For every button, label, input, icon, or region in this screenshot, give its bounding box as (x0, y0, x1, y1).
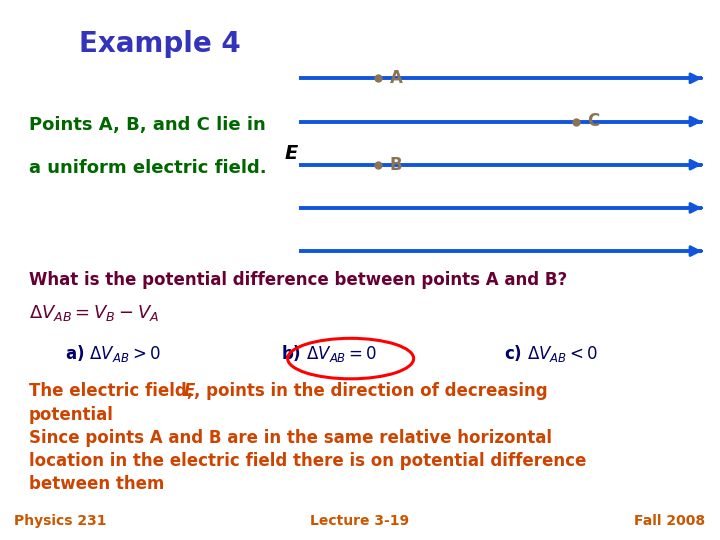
Text: Lecture 3-19: Lecture 3-19 (310, 514, 410, 528)
Text: Fall 2008: Fall 2008 (634, 514, 706, 528)
Text: c) $\Delta V_{AB} < 0$: c) $\Delta V_{AB} < 0$ (504, 343, 598, 364)
Text: location in the electric field there is on potential difference: location in the electric field there is … (29, 452, 586, 470)
Text: potential: potential (29, 406, 114, 424)
Text: E: E (184, 382, 195, 400)
Text: What is the potential difference between points A and B?: What is the potential difference between… (29, 271, 567, 289)
Text: Example 4: Example 4 (79, 30, 241, 58)
Text: Since points A and B are in the same relative horizontal: Since points A and B are in the same rel… (29, 429, 552, 447)
Text: $\Delta V_{AB} = V_B - V_A$: $\Delta V_{AB} = V_B - V_A$ (29, 303, 159, 323)
Text: between them: between them (29, 475, 164, 492)
Text: The electric field,: The electric field, (29, 382, 199, 400)
Text: C: C (588, 112, 600, 131)
Text: a uniform electric field.: a uniform electric field. (29, 159, 266, 177)
Text: Physics 231: Physics 231 (14, 514, 107, 528)
Text: A: A (390, 69, 402, 87)
Text: a) $\Delta V_{AB} > 0$: a) $\Delta V_{AB} > 0$ (65, 343, 161, 364)
Text: E: E (284, 144, 298, 164)
Text: B: B (390, 156, 402, 174)
Text: Points A, B, and C lie in: Points A, B, and C lie in (29, 116, 266, 134)
Text: b) $\Delta V_{AB} = 0$: b) $\Delta V_{AB} = 0$ (281, 343, 377, 364)
Text: , points in the direction of decreasing: , points in the direction of decreasing (194, 382, 548, 400)
